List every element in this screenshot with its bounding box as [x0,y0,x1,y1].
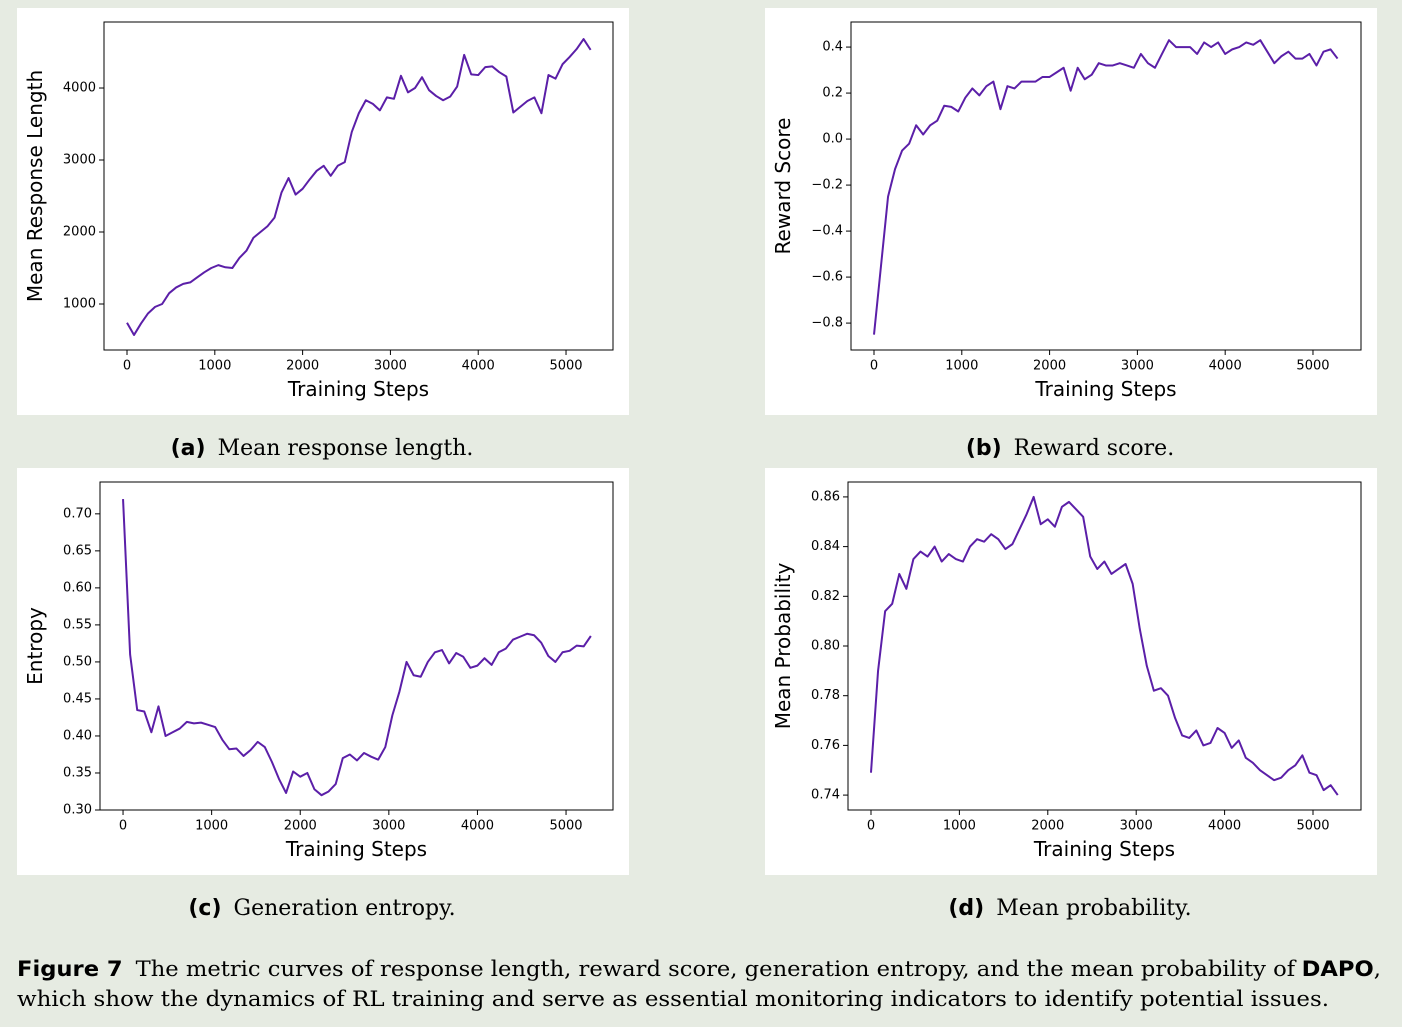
y-tick-label: 0.78 [811,688,840,703]
caption-emphasis: DAPO [1302,957,1374,981]
y-tick-label: 0.0 [822,132,843,147]
plot-frame [850,21,1362,351]
caption-line: which show the dynamics of RL training a… [17,987,1329,1011]
x-tick-label: 2000 [1033,359,1066,374]
panel [765,8,1377,415]
x-axis-label: Training Steps [1034,377,1176,401]
y-tick-label: 0.40 [63,728,92,743]
line [873,39,1339,335]
x-tick-label: 3000 [374,359,407,374]
x-tick-label: 3000 [1121,359,1154,374]
y-tick-label: 0.76 [811,738,840,753]
subcaption-text: Reward score. [1014,436,1175,461]
panel [17,8,629,415]
subcaption: (c) Generation entropy. [188,896,455,921]
x-axis-label: Training Steps [1033,837,1175,861]
y-tick-label: −0.8 [811,316,843,331]
y-axis-label: Entropy [23,607,47,685]
x-tick-label: 1000 [943,819,976,834]
x-tick-label: 4000 [462,359,495,374]
x-tick-label: 0 [867,819,875,834]
y-tick-label: −0.6 [811,270,843,285]
line [869,495,1339,796]
panel [17,468,629,875]
x-tick-label: 5000 [549,359,582,374]
y-tick-label: 0.55 [63,617,92,632]
figure-label: Figure 7 [17,957,123,981]
y-tick-label: 3000 [63,153,96,168]
y-tick-label: 0.30 [63,803,92,818]
y-tick-label: 0.45 [63,691,92,706]
subcaption-label: (c) [188,896,221,921]
subcaption: (a) Mean response length. [171,436,474,461]
y-tick-label: 0.2 [822,86,843,101]
x-tick-label: 3000 [372,819,405,834]
y-tick-label: −0.4 [811,224,843,239]
x-tick-label: 0 [123,359,131,374]
y-tick-label: 4000 [63,81,96,96]
x-tick-label: 2000 [284,819,317,834]
x-tick-label: 2000 [286,359,319,374]
plot-frame [103,21,614,351]
x-tick-label: 0 [119,819,127,834]
y-tick-label: 2000 [63,225,96,240]
x-tick-label: 5000 [549,819,582,834]
x-tick-label: 1000 [198,359,231,374]
y-tick-label: 0.70 [63,506,92,521]
subcaption-label: (a) [171,436,206,461]
x-tick-label: 5000 [1296,819,1329,834]
x-tick-label: 1000 [945,359,978,374]
y-axis-label: Mean Response Length [23,70,47,302]
x-tick-label: 5000 [1296,359,1329,374]
figure-caption: Figure 7 The metric curves of response le… [17,957,1381,981]
y-tick-label: 0.74 [811,788,840,803]
x-tick-label: 4000 [1208,819,1241,834]
panel [765,468,1377,875]
subcaption-label: (b) [966,436,1002,461]
x-axis-label: Training Steps [285,837,427,861]
caption-punctuation: , [1374,957,1381,981]
y-axis-label: Mean Probability [771,563,795,730]
subcaption-text: Mean response length. [218,436,474,461]
y-tick-label: 0.35 [63,765,92,780]
caption-text: The metric curves of response length, re… [136,957,1298,981]
x-tick-label: 4000 [1209,359,1242,374]
subcaption: (b) Reward score. [966,436,1174,461]
line [126,38,592,336]
plot-frame [99,481,614,811]
y-tick-label: 0.84 [811,539,840,554]
subcaption-text: Mean probability. [996,896,1191,921]
subcaption-text: Generation entropy. [234,896,456,921]
x-tick-label: 2000 [1031,819,1064,834]
y-tick-label: −0.2 [811,178,843,193]
line [122,498,592,797]
y-tick-label: 0.80 [811,639,840,654]
y-tick-label: 0.60 [63,580,92,595]
x-tick-label: 1000 [195,819,228,834]
y-tick-label: 0.65 [63,543,92,558]
y-tick-label: 0.4 [822,40,843,55]
subcaption: (d) Mean probability. [948,896,1191,921]
x-tick-label: 4000 [461,819,494,834]
y-tick-label: 0.82 [811,589,840,604]
subcaption-label: (d) [948,896,984,921]
y-tick-label: 0.86 [811,489,840,504]
y-axis-label: Reward Score [771,118,795,255]
y-tick-label: 1000 [63,296,96,311]
x-tick-label: 3000 [1120,819,1153,834]
x-axis-label: Training Steps [287,377,429,401]
y-tick-label: 0.50 [63,654,92,669]
x-tick-label: 0 [870,359,878,374]
